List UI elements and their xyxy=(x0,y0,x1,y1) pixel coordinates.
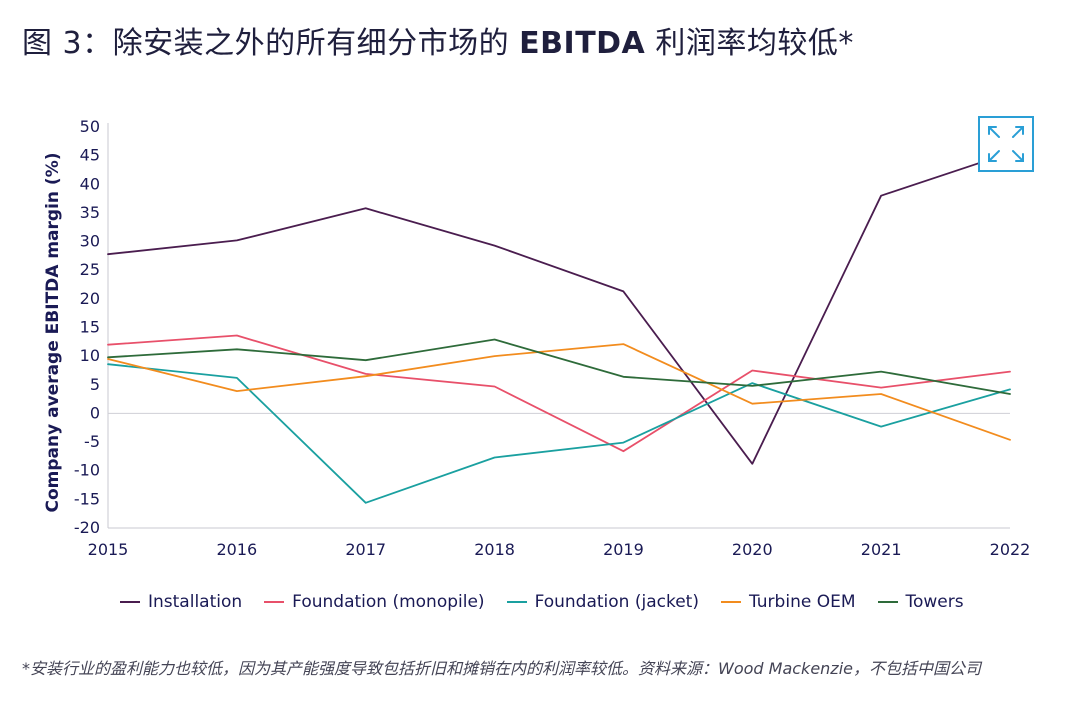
data-point-towers xyxy=(494,339,496,341)
x-tick-label: 2021 xyxy=(861,540,902,559)
y-tick-label: 50 xyxy=(80,117,100,136)
series-line-turbine-oem xyxy=(107,343,1011,441)
x-tick-label: 2019 xyxy=(603,540,644,559)
y-tick-label: 5 xyxy=(90,375,100,394)
data-point-installation xyxy=(752,463,754,465)
x-tick-label: 2018 xyxy=(474,540,515,559)
data-point-towers xyxy=(365,359,367,361)
y-tick-label: -5 xyxy=(84,432,100,451)
data-point-turbine-oem xyxy=(623,343,625,345)
expand-button[interactable] xyxy=(978,116,1034,172)
data-point-foundation-monopile xyxy=(107,344,109,346)
y-tick-label: 15 xyxy=(80,318,100,337)
legend-label: Towers xyxy=(905,592,964,612)
data-point-installation xyxy=(107,253,109,255)
y-tick-label: -10 xyxy=(74,461,100,480)
series-line-foundation-jacket xyxy=(107,363,1011,504)
data-point-foundation-jacket xyxy=(1009,389,1011,391)
data-point-towers xyxy=(1009,393,1011,395)
y-tick-label: 40 xyxy=(80,174,100,193)
x-tick-label: 2015 xyxy=(88,540,129,559)
legend-label: Installation xyxy=(148,592,243,612)
legend-label: Foundation (jacket) xyxy=(534,592,699,612)
legend-item-foundation-monopile: Foundation (monopile) xyxy=(264,592,485,612)
data-point-foundation-jacket xyxy=(752,382,754,384)
chart-legend: Installation Foundation (monopile) Foundat… xyxy=(120,592,964,612)
series-line-installation xyxy=(107,151,1011,465)
data-point-towers xyxy=(107,357,109,359)
title-bold: EBITDA xyxy=(519,26,646,61)
y-tick-label: -15 xyxy=(74,489,100,508)
y-tick-label: 25 xyxy=(80,260,100,279)
data-point-turbine-oem xyxy=(107,358,109,360)
data-point-foundation-jacket xyxy=(623,442,625,444)
x-tick-label: 2022 xyxy=(990,540,1031,559)
y-tick-label: 10 xyxy=(80,346,100,365)
footnote: *安装行业的盈利能力也较低，因为其产能强度导致包括折旧和摊销在内的利润率较低。资… xyxy=(22,659,981,678)
series-line-foundation-monopile xyxy=(107,334,1011,453)
y-tick-label: 45 xyxy=(80,146,100,165)
data-point-turbine-oem xyxy=(494,355,496,357)
legend-label: Turbine OEM xyxy=(748,592,856,612)
expand-arrows-icon xyxy=(988,126,1024,162)
legend-item-installation: Installation xyxy=(120,592,242,612)
data-point-turbine-oem xyxy=(1009,439,1011,441)
y-axis-title: Company average EBITDA margin (%) xyxy=(43,152,63,512)
data-point-foundation-monopile xyxy=(236,335,238,337)
data-point-installation xyxy=(880,195,882,197)
data-point-installation xyxy=(236,240,238,242)
data-point-foundation-jacket xyxy=(494,457,496,459)
data-point-installation xyxy=(494,245,496,247)
data-point-turbine-oem xyxy=(880,393,882,395)
data-point-foundation-jacket xyxy=(880,426,882,428)
data-point-towers xyxy=(880,371,882,373)
data-point-foundation-monopile xyxy=(880,387,882,389)
x-tick-label: 2020 xyxy=(732,540,773,559)
legend-swatch xyxy=(264,601,285,603)
y-tick-label: 35 xyxy=(80,203,100,222)
data-point-foundation-monopile xyxy=(365,373,367,375)
data-point-foundation-jacket xyxy=(107,363,109,365)
data-point-installation xyxy=(623,291,625,293)
legend-swatch xyxy=(877,601,898,603)
x-tick-label: 2017 xyxy=(345,540,386,559)
legend-item-towers: Towers xyxy=(877,592,964,612)
legend-swatch xyxy=(506,601,527,603)
legend-swatch xyxy=(120,601,140,603)
data-point-foundation-monopile xyxy=(494,386,496,388)
data-point-foundation-jacket xyxy=(236,377,238,379)
data-point-towers xyxy=(236,349,238,351)
y-tick-label: 30 xyxy=(80,232,100,251)
data-point-foundation-jacket xyxy=(365,502,367,504)
x-tick-label: 2016 xyxy=(216,540,257,559)
y-tick-label: 20 xyxy=(80,289,100,308)
data-point-turbine-oem xyxy=(365,375,367,377)
series-line-towers xyxy=(107,338,1011,395)
data-point-foundation-monopile xyxy=(623,450,625,452)
legend-swatch xyxy=(720,601,741,603)
y-tick-label: -20 xyxy=(74,518,100,537)
data-point-turbine-oem xyxy=(236,390,238,392)
data-point-installation xyxy=(365,208,367,210)
title-prefix: 图 3：除安装之外的所有细分市场的 xyxy=(22,26,520,61)
page-title: 图 3：除安装之外的所有细分市场的 EBITDA 利润率均较低* xyxy=(22,18,854,62)
legend-item-foundation-jacket: Foundation (jacket) xyxy=(506,592,699,612)
data-point-turbine-oem xyxy=(752,403,754,405)
data-point-foundation-monopile xyxy=(1009,371,1011,373)
data-point-foundation-monopile xyxy=(752,370,754,372)
data-point-towers xyxy=(623,376,625,378)
y-tick-label: 0 xyxy=(90,403,100,422)
title-suffix: 利润率均较低* xyxy=(645,26,854,61)
data-point-towers xyxy=(752,385,754,387)
legend-label: Foundation (monopile) xyxy=(292,592,485,612)
legend-item-turbine-oem: Turbine OEM xyxy=(720,592,856,612)
